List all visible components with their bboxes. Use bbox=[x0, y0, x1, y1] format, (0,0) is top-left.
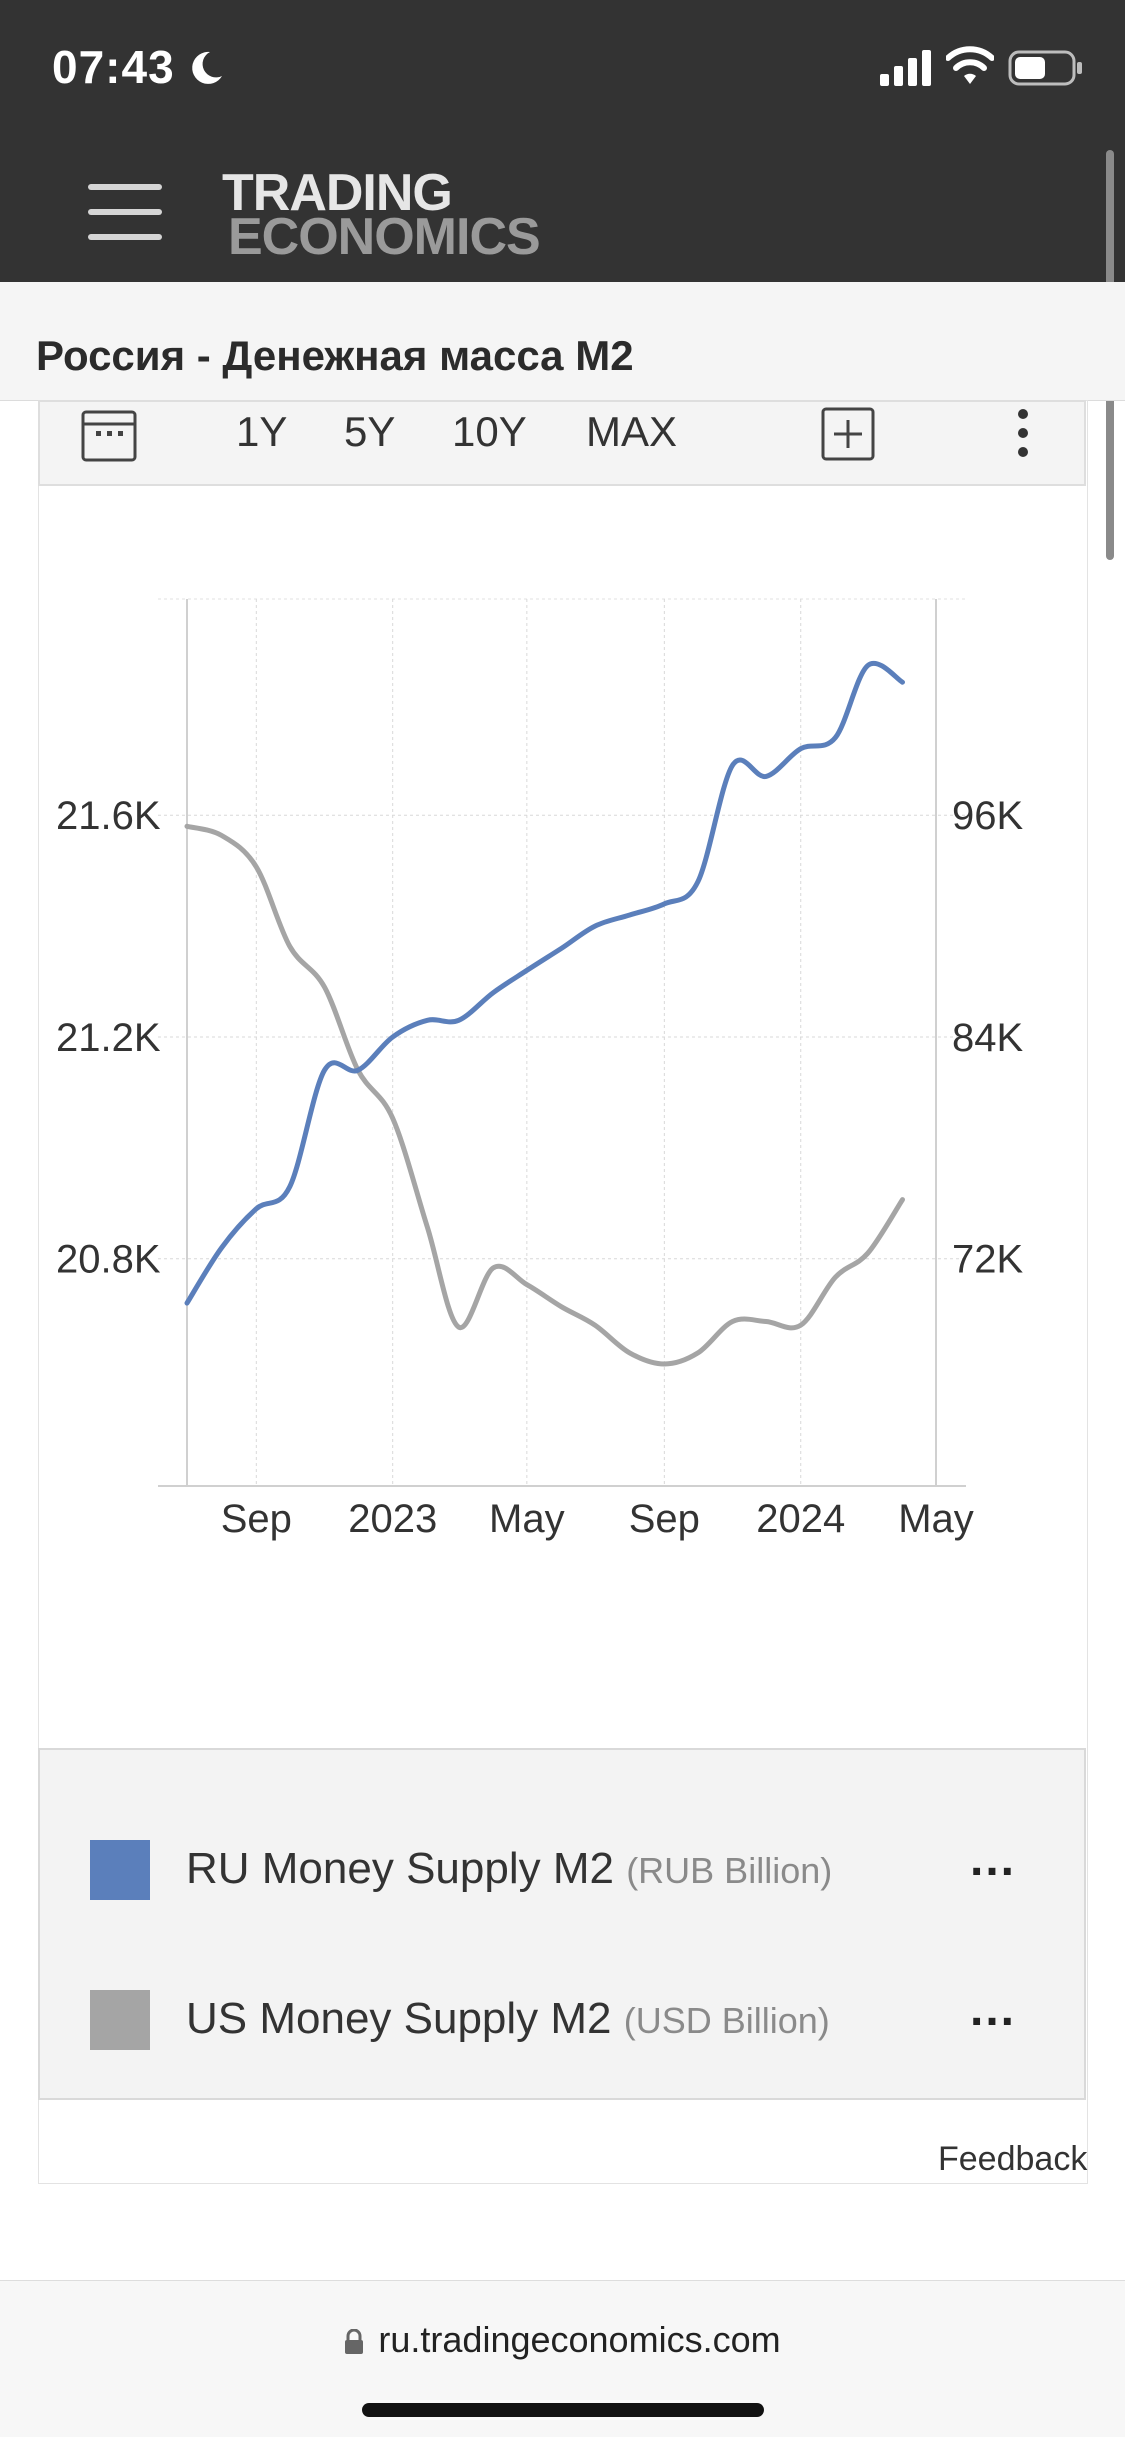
x-tick-label: May bbox=[489, 1497, 565, 1541]
calendar-icon[interactable] bbox=[80, 404, 138, 464]
page-title: Россия - Денежная масса M2 bbox=[36, 332, 634, 379]
legend-item-ru[interactable]: RU Money Supply M2 (RUB Billion) ... bbox=[40, 1832, 1084, 1902]
menu-button[interactable] bbox=[88, 184, 162, 240]
title-bar: Россия - Денежная масса M2 bbox=[0, 282, 1125, 401]
legend-label-ru: RU Money Supply M2 bbox=[186, 1844, 614, 1893]
legend-unit-ru: (RUB Billion) bbox=[626, 1850, 833, 1891]
status-time: 07:43 bbox=[52, 41, 175, 93]
battery-icon bbox=[1008, 50, 1082, 86]
address-bar[interactable]: ru.tradingeconomics.com bbox=[0, 2319, 1125, 2361]
legend-swatch-ru bbox=[90, 1840, 150, 1900]
cellular-signal-icon bbox=[880, 50, 931, 86]
y-left-tick-label: 20.8K bbox=[56, 1238, 161, 1282]
x-tick-label: 2024 bbox=[756, 1497, 845, 1541]
add-series-icon[interactable] bbox=[820, 406, 876, 462]
site-logo[interactable]: TRADING ECONOMICS bbox=[222, 164, 541, 266]
m2-line-chart: Sep 2023 May Sep 2024 May 21.6K 96K 21.2K 84K 20.8… bbox=[56, 598, 1023, 1541]
lock-icon bbox=[345, 2329, 364, 2355]
legend-more-us-button[interactable]: ... bbox=[970, 1983, 1017, 2036]
wifi-icon bbox=[946, 46, 994, 84]
y-right-tick-label: 84K bbox=[952, 1016, 1023, 1060]
range-10y-button[interactable]: 10Y bbox=[452, 408, 527, 455]
series-line-us-m2 bbox=[184, 823, 905, 1367]
x-tick-label: Sep bbox=[221, 1497, 292, 1541]
chart-legend: RU Money Supply M2 (RUB Billion) ... US … bbox=[38, 1748, 1086, 2100]
legend-item-us[interactable]: US Money Supply M2 (USD Billion) ... bbox=[40, 1982, 1084, 2052]
moon-icon bbox=[192, 51, 222, 84]
y-left-tick-label: 21.6K bbox=[56, 794, 161, 838]
url-text: ru.tradingeconomics.com bbox=[378, 2319, 781, 2360]
feedback-link[interactable]: Feedback bbox=[938, 2140, 1088, 2178]
legend-more-ru-button[interactable]: ... bbox=[970, 1833, 1017, 1886]
browser-bottom-bar: ru.tradingeconomics.com bbox=[0, 2280, 1125, 2437]
x-tick-label: May bbox=[898, 1497, 974, 1541]
y-left-tick-label: 21.2K bbox=[56, 1016, 161, 1060]
home-indicator[interactable] bbox=[362, 2403, 764, 2417]
legend-label-us: US Money Supply M2 bbox=[186, 1994, 612, 2043]
x-tick-label: 2023 bbox=[348, 1497, 437, 1541]
y-right-tick-label: 72K bbox=[952, 1238, 1023, 1282]
x-tick-label: Sep bbox=[629, 1497, 700, 1541]
chart-toolbar: 1Y 5Y 10Y MAX bbox=[38, 400, 1086, 486]
more-vertical-icon[interactable] bbox=[1015, 408, 1031, 458]
legend-swatch-us bbox=[90, 1990, 150, 2050]
range-max-button[interactable]: MAX bbox=[586, 408, 678, 455]
range-5y-button[interactable]: 5Y bbox=[344, 408, 396, 455]
series-line-ru-m2 bbox=[184, 660, 905, 1306]
y-right-tick-label: 96K bbox=[952, 794, 1023, 838]
top-bar: 07:43 TRADING ECONOMICS bbox=[0, 0, 1125, 282]
range-1y-button[interactable]: 1Y bbox=[236, 408, 288, 455]
legend-unit-us: (USD Billion) bbox=[623, 2000, 830, 2041]
